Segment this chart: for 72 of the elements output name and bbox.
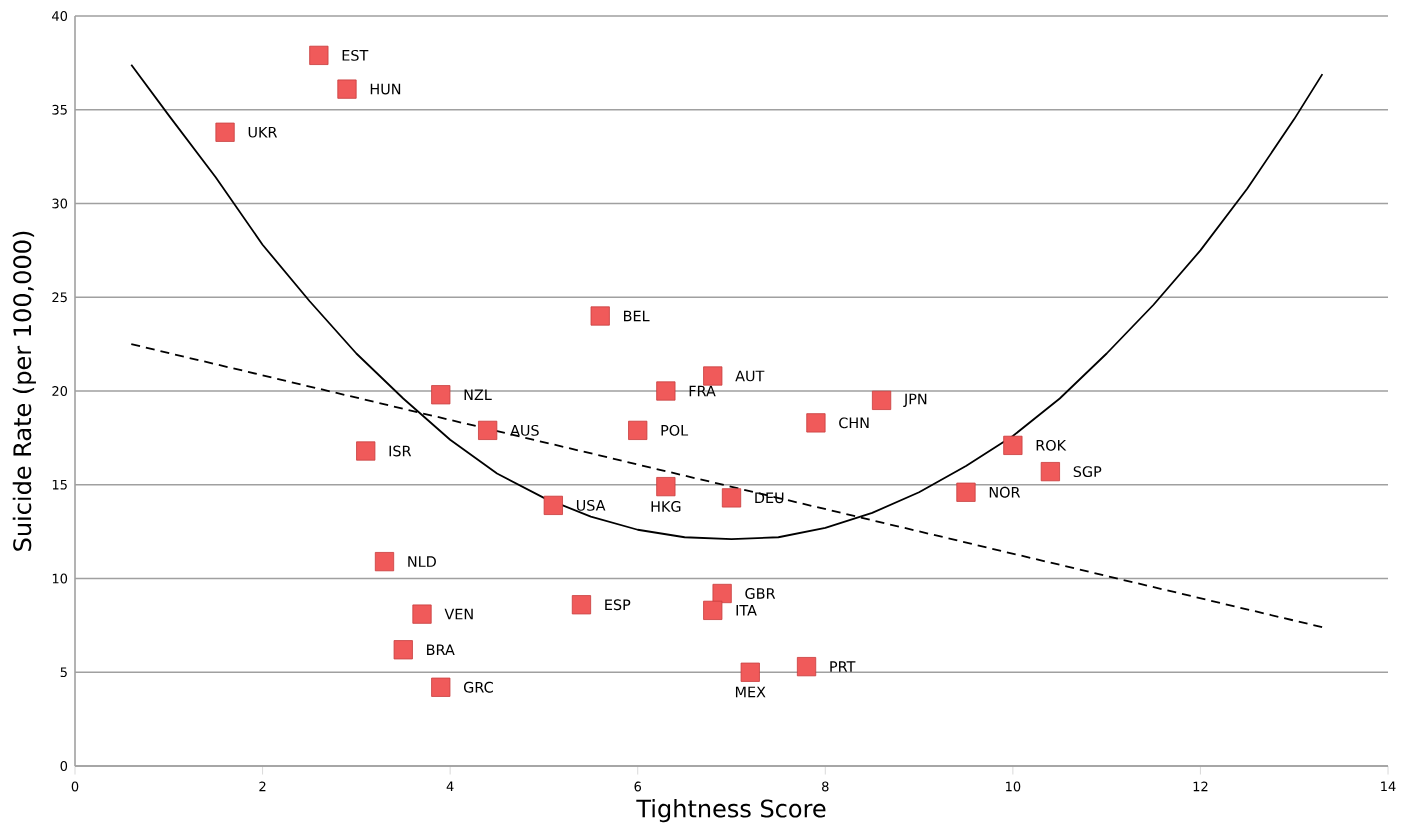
point [309,45,329,65]
x-tick-label: 8 [822,781,829,792]
y-tick-label: 20 [52,386,68,396]
point [656,381,676,401]
annotation: SGP [1073,466,1102,478]
point [712,583,732,604]
annotation: GBR [745,588,776,599]
annotation: BEL [624,310,650,322]
annotation: EST [342,49,369,61]
annotation: BRA [427,644,455,655]
y-tick-label: 40 [52,11,68,21]
y-tick-label: 10 [52,573,68,584]
annotation: NZL [464,389,492,400]
annotation: USA [576,499,606,511]
point [740,662,760,682]
point [412,604,432,624]
point [628,420,648,440]
annotation: HUN [370,83,401,95]
point [356,441,376,461]
y-tick-label: 0 [60,761,68,771]
annotation: UKR [248,126,278,138]
point [871,390,892,410]
y-axis-title: Suicide Rate (per 100,000) [12,231,36,551]
y-tick-label: 30 [52,198,68,209]
annotation: CHN [839,417,869,429]
annotation: NLD [408,556,436,567]
point [431,385,451,405]
annotation: NOR [989,486,1021,498]
annotation: JPN [903,393,927,408]
point [806,413,826,433]
annotation: ROK [1036,439,1067,451]
point [215,122,235,142]
point [374,552,395,572]
point [1040,462,1060,482]
x-tick-label: 0 [71,781,79,792]
x-tick-label: 14 [1381,781,1396,792]
point [703,600,723,620]
y-tick-label: 15 [52,479,67,490]
annotation: MEX [735,686,766,698]
y-tick-label: 35 [52,104,67,115]
annotation: VEN [444,608,473,620]
point [703,366,723,386]
annotation: ISR [389,445,412,457]
point [656,477,676,497]
annotation: ESP [605,599,631,611]
y-tick-label: 5 [60,667,67,678]
point [571,595,592,615]
x-axis-title: Tightness Score [636,799,826,823]
annotation: POL [661,424,689,436]
point [478,420,498,440]
x-tick-label: 2 [259,781,266,792]
point [956,482,976,502]
x-tick-label: 6 [634,781,642,792]
x-tick-label: 4 [446,781,454,792]
x-tick-label: 10 [1006,781,1021,792]
annotation: AUT [735,370,765,382]
annotation: GRC [463,681,493,693]
point [590,306,610,326]
y-tick-label: 25 [52,292,67,303]
point [431,677,451,697]
point [796,657,817,677]
point [721,488,742,508]
annotation: AUS [510,424,539,436]
point [337,79,357,99]
annotation: PRT [830,661,856,672]
point [393,640,413,660]
point [1003,435,1023,455]
annotation: ITA [736,605,757,616]
point [543,495,563,515]
annotation: HKG [651,501,681,512]
annotation: FRA [689,385,716,397]
x-tick-label: 12 [1193,781,1208,792]
